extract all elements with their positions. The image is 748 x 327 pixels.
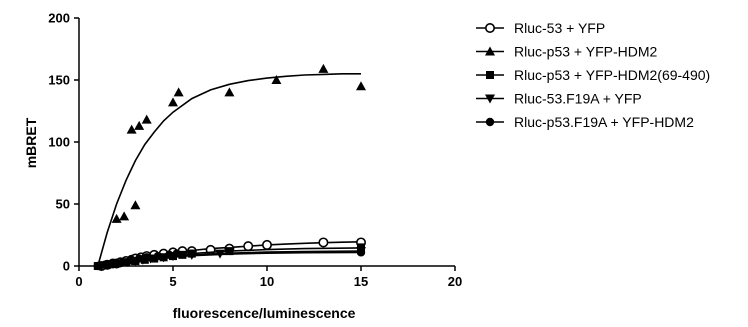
data-point — [134, 120, 145, 130]
y-tick-label: 200 — [48, 11, 70, 26]
data-point — [261, 239, 272, 250]
data-point — [111, 213, 122, 223]
y-ticks: 0 50 100 150 200 — [48, 11, 79, 274]
y-tick-label: 50 — [56, 197, 70, 212]
data-point — [118, 258, 127, 267]
data-point — [101, 260, 110, 269]
legend-item: Rluc-53 + YFP — [476, 20, 605, 36]
data-point — [153, 251, 163, 261]
data-point — [187, 249, 196, 258]
legend-item: Rluc-p53 + YFP-HDM2 — [476, 44, 658, 60]
data-point — [127, 255, 136, 264]
legend-label: Rluc-p53 + YFP-HDM2(69-490) — [514, 67, 710, 83]
data-point — [356, 81, 366, 91]
legend: Rluc-53 + YFP Rluc-p53 + YFP-HDM2 Rluc-p53… — [476, 20, 710, 130]
y-axis-title: mBRET — [23, 117, 39, 168]
series-2 — [97, 63, 366, 267]
data-point — [168, 97, 178, 107]
legend-label: Rluc-p53 + YFP-HDM2 — [514, 44, 658, 60]
legend-marker — [485, 46, 495, 56]
x-tick-label: 5 — [169, 274, 176, 289]
x-tick-label: 10 — [260, 274, 274, 289]
axes — [78, 18, 455, 267]
legend-label: Rluc-53.F19A + YFP — [514, 91, 642, 107]
data-point — [172, 249, 181, 258]
data-point — [318, 63, 329, 73]
data-point — [178, 250, 187, 259]
legend-item: Rluc-53.F19A + YFP — [476, 91, 642, 107]
legend-label: Rluc-p53.F19A + YFP-HDM2 — [514, 114, 694, 130]
data-point — [224, 87, 235, 97]
x-tick-label: 0 — [75, 274, 82, 289]
x-ticks: 0 5 10 15 20 — [75, 266, 462, 289]
legend-item: Rluc-p53.F19A + YFP-HDM2 — [476, 114, 694, 130]
data-point — [134, 254, 144, 263]
legend-marker — [484, 22, 495, 33]
data-point — [130, 200, 141, 210]
data-point — [243, 241, 254, 252]
x-tick-label: 20 — [448, 274, 462, 289]
data-point — [225, 247, 234, 256]
data-point — [356, 248, 366, 257]
data-point — [318, 237, 329, 248]
data-point — [173, 87, 184, 97]
data-point — [142, 253, 151, 262]
data-point — [126, 124, 137, 134]
y-tick-label: 150 — [48, 73, 70, 88]
legend-marker — [485, 117, 495, 127]
data-point — [141, 114, 152, 124]
plot-area — [93, 63, 366, 271]
legend-marker — [485, 94, 495, 104]
x-axis-title: fluorescence/luminescence — [173, 305, 356, 321]
y-tick-label: 0 — [63, 259, 70, 274]
fit-curve — [97, 73, 361, 267]
legend-marker — [486, 71, 494, 79]
legend-label: Rluc-53 + YFP — [514, 20, 605, 36]
legend-item: Rluc-p53 + YFP-HDM2(69-490) — [476, 67, 710, 83]
x-tick-label: 15 — [354, 274, 368, 289]
data-point — [119, 211, 130, 221]
data-point — [165, 250, 174, 260]
data-point — [271, 75, 282, 84]
y-tick-label: 100 — [48, 135, 70, 150]
